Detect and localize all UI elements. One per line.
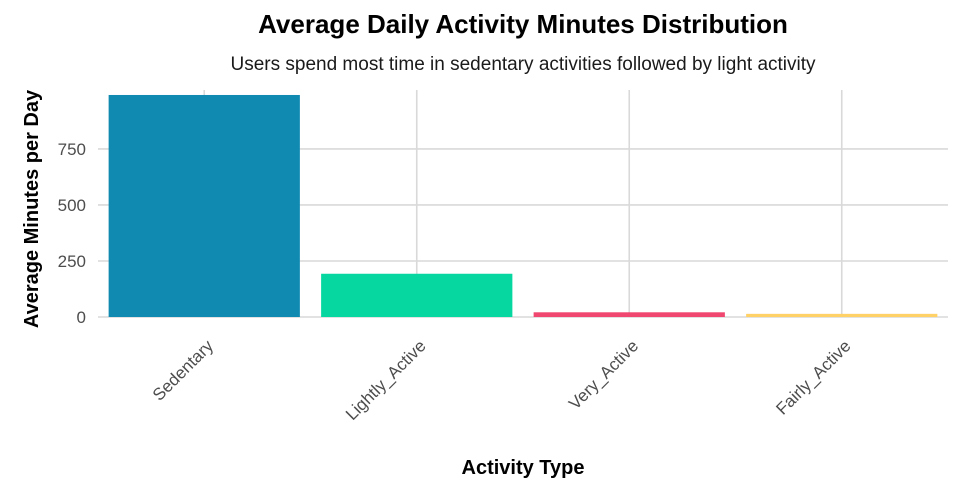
y-tick-label: 250 [58, 252, 86, 271]
x-tick-label: Lightly_Active [342, 336, 430, 424]
y-axis-title: Average Minutes per Day [21, 89, 43, 328]
y-tick-label: 500 [58, 196, 86, 215]
y-tick-label: 0 [77, 308, 86, 327]
x-tick-label: Fairly_Active [772, 336, 854, 418]
x-tick-label: Sedentary [149, 336, 218, 405]
x-tick-layer: Sedentary Lightly_Active Very_Active Fairly… [149, 336, 855, 424]
bar-layer [108, 94, 938, 318]
y-tick-label: 750 [58, 140, 86, 159]
bar [108, 94, 300, 318]
bar [746, 313, 938, 317]
x-tick-label: Very_Active [565, 336, 642, 413]
chart-title: Average Daily Activity Minutes Distribut… [258, 9, 788, 39]
bar [321, 273, 513, 317]
bar [533, 312, 725, 317]
x-axis-title: Activity Type [462, 457, 585, 479]
chart-subtitle: Users spend most time in sedentary activ… [230, 54, 816, 75]
y-tick-layer: 0 250 500 750 [58, 140, 86, 327]
